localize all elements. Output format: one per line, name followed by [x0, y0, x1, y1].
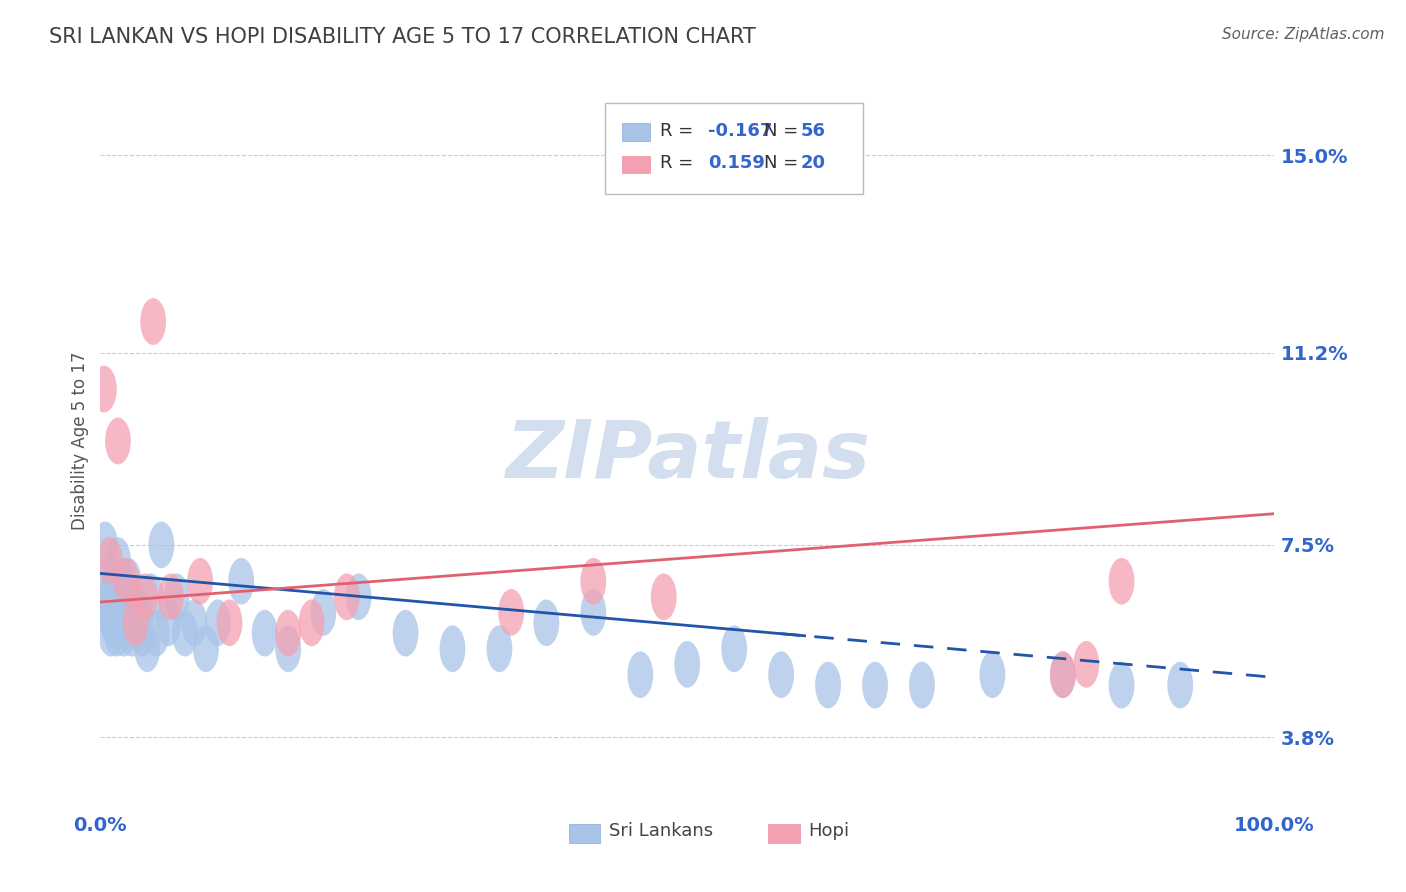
Ellipse shape	[252, 610, 277, 657]
Ellipse shape	[107, 599, 134, 646]
FancyBboxPatch shape	[568, 824, 600, 844]
Ellipse shape	[980, 651, 1005, 698]
Ellipse shape	[533, 599, 560, 646]
Ellipse shape	[114, 558, 139, 605]
Ellipse shape	[100, 599, 127, 646]
Ellipse shape	[105, 417, 131, 465]
FancyBboxPatch shape	[768, 824, 800, 844]
Ellipse shape	[115, 558, 142, 605]
Ellipse shape	[104, 610, 129, 657]
Ellipse shape	[122, 599, 149, 646]
Ellipse shape	[103, 558, 128, 605]
Ellipse shape	[105, 537, 131, 584]
Ellipse shape	[228, 558, 254, 605]
Ellipse shape	[768, 651, 794, 698]
Ellipse shape	[792, 132, 817, 178]
Ellipse shape	[581, 558, 606, 605]
Ellipse shape	[346, 574, 371, 620]
Ellipse shape	[111, 610, 136, 657]
Text: N =: N =	[763, 154, 804, 172]
Ellipse shape	[97, 574, 122, 620]
FancyBboxPatch shape	[605, 103, 863, 194]
Ellipse shape	[122, 599, 149, 646]
Ellipse shape	[127, 589, 152, 636]
Text: R =: R =	[661, 154, 704, 172]
Ellipse shape	[110, 589, 135, 636]
Ellipse shape	[141, 298, 166, 345]
Text: Source: ZipAtlas.com: Source: ZipAtlas.com	[1222, 27, 1385, 42]
Ellipse shape	[1050, 651, 1076, 698]
Ellipse shape	[149, 522, 174, 568]
Ellipse shape	[392, 610, 419, 657]
Ellipse shape	[143, 610, 170, 657]
Ellipse shape	[117, 574, 142, 620]
FancyBboxPatch shape	[621, 123, 650, 141]
Ellipse shape	[172, 610, 198, 657]
Ellipse shape	[193, 625, 219, 673]
Text: 56: 56	[801, 121, 827, 139]
Ellipse shape	[156, 599, 181, 646]
Ellipse shape	[107, 574, 132, 620]
Text: SRI LANKAN VS HOPI DISABILITY AGE 5 TO 17 CORRELATION CHART: SRI LANKAN VS HOPI DISABILITY AGE 5 TO 1…	[49, 27, 756, 46]
Ellipse shape	[1167, 662, 1194, 708]
Ellipse shape	[181, 599, 207, 646]
Ellipse shape	[96, 589, 121, 636]
Ellipse shape	[910, 662, 935, 708]
Ellipse shape	[108, 558, 135, 605]
Ellipse shape	[129, 610, 156, 657]
Ellipse shape	[627, 651, 654, 698]
Ellipse shape	[311, 589, 336, 636]
Text: ZIPatlas: ZIPatlas	[505, 417, 870, 494]
Text: Hopi: Hopi	[808, 822, 849, 840]
Ellipse shape	[132, 574, 157, 620]
Ellipse shape	[1108, 558, 1135, 605]
Ellipse shape	[114, 589, 141, 636]
Ellipse shape	[721, 625, 747, 673]
Ellipse shape	[1108, 662, 1135, 708]
Ellipse shape	[217, 599, 242, 646]
Ellipse shape	[97, 537, 122, 584]
Ellipse shape	[651, 574, 676, 620]
Ellipse shape	[298, 599, 325, 646]
Ellipse shape	[138, 574, 163, 620]
Ellipse shape	[276, 625, 301, 673]
Text: -0.167: -0.167	[709, 121, 773, 139]
Ellipse shape	[862, 662, 889, 708]
Ellipse shape	[120, 610, 145, 657]
Ellipse shape	[335, 574, 360, 620]
Ellipse shape	[98, 610, 124, 657]
Ellipse shape	[815, 662, 841, 708]
Y-axis label: Disability Age 5 to 17: Disability Age 5 to 17	[72, 351, 89, 530]
Ellipse shape	[163, 574, 190, 620]
Text: 20: 20	[801, 154, 827, 172]
Text: R =: R =	[661, 121, 699, 139]
Ellipse shape	[100, 589, 125, 636]
Ellipse shape	[498, 589, 524, 636]
Ellipse shape	[276, 610, 301, 657]
Ellipse shape	[581, 589, 606, 636]
Ellipse shape	[94, 558, 121, 605]
Ellipse shape	[675, 641, 700, 688]
Ellipse shape	[101, 574, 128, 620]
Ellipse shape	[114, 599, 139, 646]
Ellipse shape	[1050, 651, 1076, 698]
Ellipse shape	[112, 574, 138, 620]
Ellipse shape	[187, 558, 214, 605]
Text: N =: N =	[763, 121, 804, 139]
FancyBboxPatch shape	[621, 156, 650, 173]
Ellipse shape	[91, 366, 117, 412]
Ellipse shape	[440, 625, 465, 673]
Text: Sri Lankans: Sri Lankans	[609, 822, 713, 840]
Ellipse shape	[486, 625, 512, 673]
Ellipse shape	[205, 599, 231, 646]
Ellipse shape	[157, 574, 184, 620]
Text: 0.159: 0.159	[709, 154, 765, 172]
Ellipse shape	[1073, 641, 1099, 688]
Ellipse shape	[93, 522, 118, 568]
Ellipse shape	[135, 625, 160, 673]
